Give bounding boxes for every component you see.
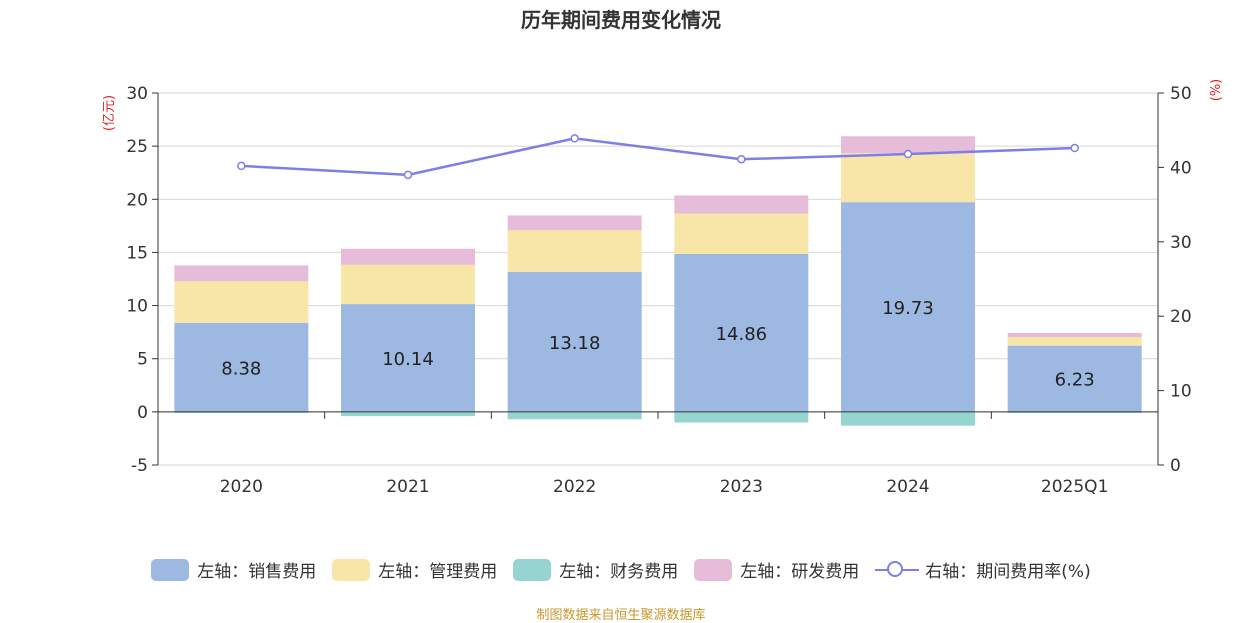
left-axis-tick-label: 30 <box>126 84 148 104</box>
left-axis-tick-label: -5 <box>131 456 148 476</box>
bar-segment <box>507 411 642 420</box>
bar-segment <box>507 230 642 272</box>
legend-label: 左轴：研发费用 <box>740 562 860 582</box>
bar-segment <box>841 411 975 426</box>
bar-segment <box>174 411 309 413</box>
left-axis-tick-label: 25 <box>126 137 148 157</box>
bar-segment <box>674 195 809 214</box>
legend-line-swatch <box>875 559 920 581</box>
legend-label: 左轴：管理费用 <box>378 562 498 582</box>
rate-point <box>1070 143 1079 153</box>
legend-swatch <box>513 558 552 581</box>
rate-point <box>237 161 246 171</box>
category-label: 2024 <box>886 477 929 497</box>
chart-title: 历年期间费用变化情况 <box>521 8 721 32</box>
bar-data-label: 8.38 <box>221 358 261 379</box>
category-label: 2021 <box>386 477 429 497</box>
rate-line <box>241 137 1075 177</box>
rate-point <box>570 134 579 143</box>
legend-swatch <box>694 558 733 581</box>
bar-segment <box>1007 345 1142 412</box>
category-label: 2025Q1 <box>1041 477 1108 497</box>
legend-item[interactable]: 左轴：销售费用 <box>151 557 316 582</box>
bar-segment <box>341 264 475 305</box>
bar-segment <box>341 411 475 417</box>
legend-item[interactable]: 左轴：管理费用 <box>332 557 497 582</box>
bar-segment <box>174 265 309 282</box>
source-note: 制图数据来自恒生聚源数据库 <box>536 608 706 623</box>
right-axis-tick-label: 10 <box>1170 382 1192 402</box>
left-axis-tick-label: 10 <box>126 297 148 317</box>
bar-segment <box>507 215 642 231</box>
rate-point <box>403 170 413 180</box>
bar-data-label: 14.86 <box>716 324 768 345</box>
right-axis-unit: (%) <box>1209 79 1224 102</box>
legend-label: 左轴：销售费用 <box>197 562 317 582</box>
bar-segment <box>1007 411 1142 413</box>
bar-segment <box>174 281 309 323</box>
category-label: 2023 <box>720 477 763 497</box>
left-axis-unit: (亿元) <box>102 95 117 131</box>
bar-segment <box>841 202 975 412</box>
right-axis-tick-label: 50 <box>1170 84 1192 104</box>
legend-item[interactable]: 左轴：财务费用 <box>513 557 678 582</box>
right-axis-tick-label: 20 <box>1170 307 1192 327</box>
category-label: 2020 <box>220 477 263 497</box>
legend-swatch <box>151 558 190 581</box>
bar-segment <box>507 271 642 412</box>
legend-label: 左轴：财务费用 <box>559 562 679 582</box>
right-axis-tick-label: 0 <box>1170 456 1181 476</box>
bar-segment <box>341 248 475 265</box>
bar-segment <box>674 253 809 412</box>
bar-data-label: 13.18 <box>549 333 601 354</box>
bar-segment <box>1007 332 1142 338</box>
rate-point <box>903 149 913 159</box>
bar-data-label: 10.14 <box>382 349 434 370</box>
bar-segment <box>174 322 309 412</box>
right-axis-tick-label: 30 <box>1170 233 1192 253</box>
legend-item[interactable]: 左轴：研发费用 <box>694 557 859 582</box>
legend-swatch <box>332 558 371 581</box>
bar-segment <box>841 153 975 203</box>
bar-segment <box>341 304 475 412</box>
category-label: 2022 <box>553 477 596 497</box>
bar-data-label: 19.73 <box>882 298 934 319</box>
chart-legend: 左轴：销售费用 左轴：管理费用 左轴：财务费用 左轴：研发费用 右轴：期间费用率(%) <box>0 557 1242 582</box>
bar-data-label: 6.23 <box>1055 370 1095 391</box>
rate-point <box>737 154 746 164</box>
left-axis-tick-label: 0 <box>137 403 148 423</box>
legend-label: 右轴：期间费用率(%) <box>925 562 1091 582</box>
left-axis-tick-label: 15 <box>126 243 148 263</box>
bar-segment <box>1007 337 1142 346</box>
bar-segment <box>674 411 809 423</box>
bar-segment <box>841 136 975 154</box>
bar-segment <box>674 213 809 254</box>
left-axis-tick-label: 5 <box>137 350 148 370</box>
left-axis-tick-label: 20 <box>126 190 148 210</box>
right-axis-tick-label: 40 <box>1170 158 1192 178</box>
legend-item[interactable]: 右轴：期间费用率(%) <box>875 557 1091 582</box>
